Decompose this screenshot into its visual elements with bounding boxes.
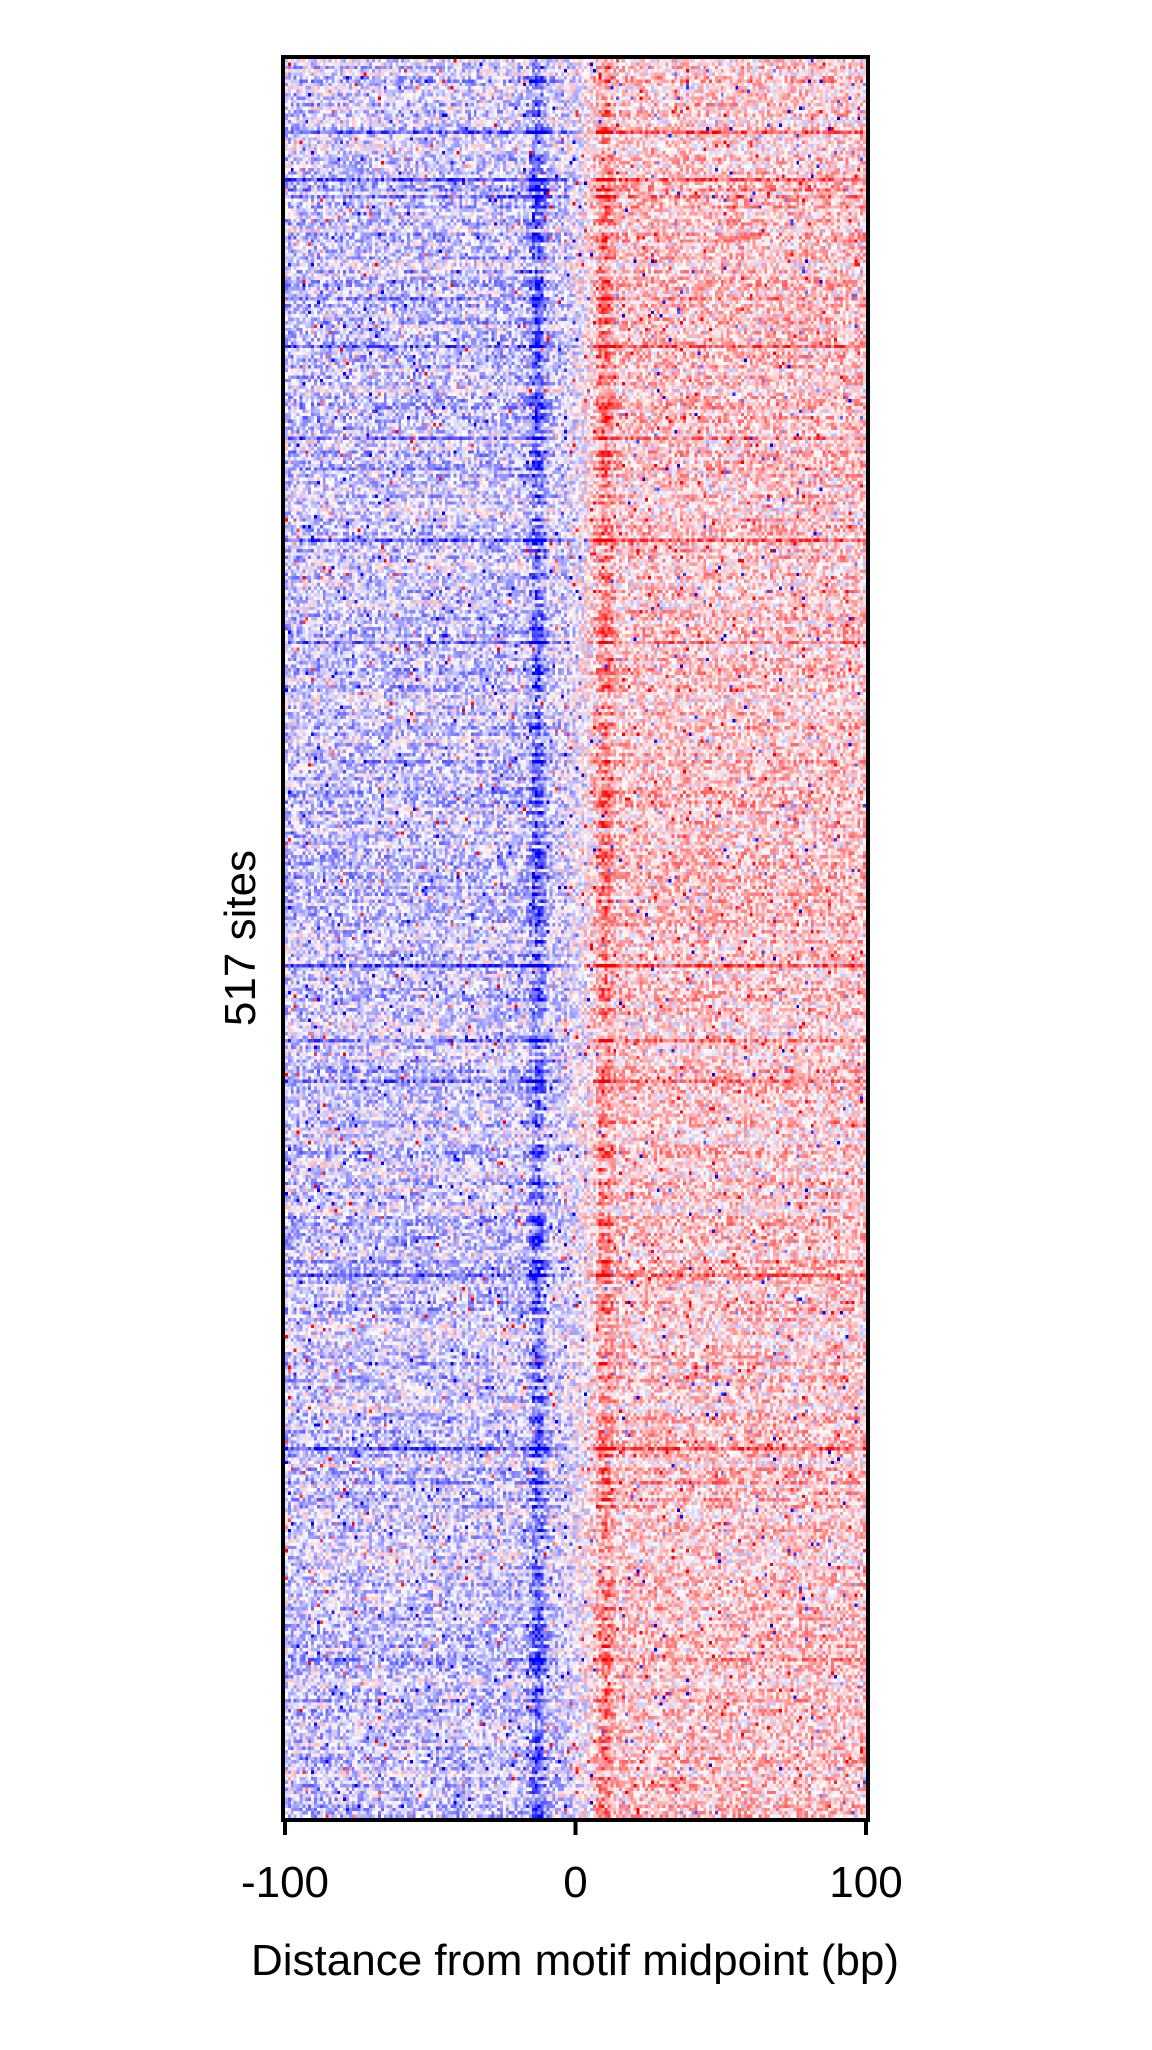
x-axis-ticks: -100 0 100 — [241, 1820, 903, 1907]
heatmap-cells — [285, 59, 866, 1818]
heatmap-image — [285, 59, 866, 1818]
x-axis-label: Distance from motif midpoint (bp) — [251, 1936, 899, 1985]
x-tick-label: -100 — [241, 1858, 329, 1907]
x-tick-label: 100 — [829, 1858, 902, 1907]
x-tick-label: 0 — [563, 1858, 587, 1907]
y-axis-label: 517 sites — [216, 850, 265, 1026]
